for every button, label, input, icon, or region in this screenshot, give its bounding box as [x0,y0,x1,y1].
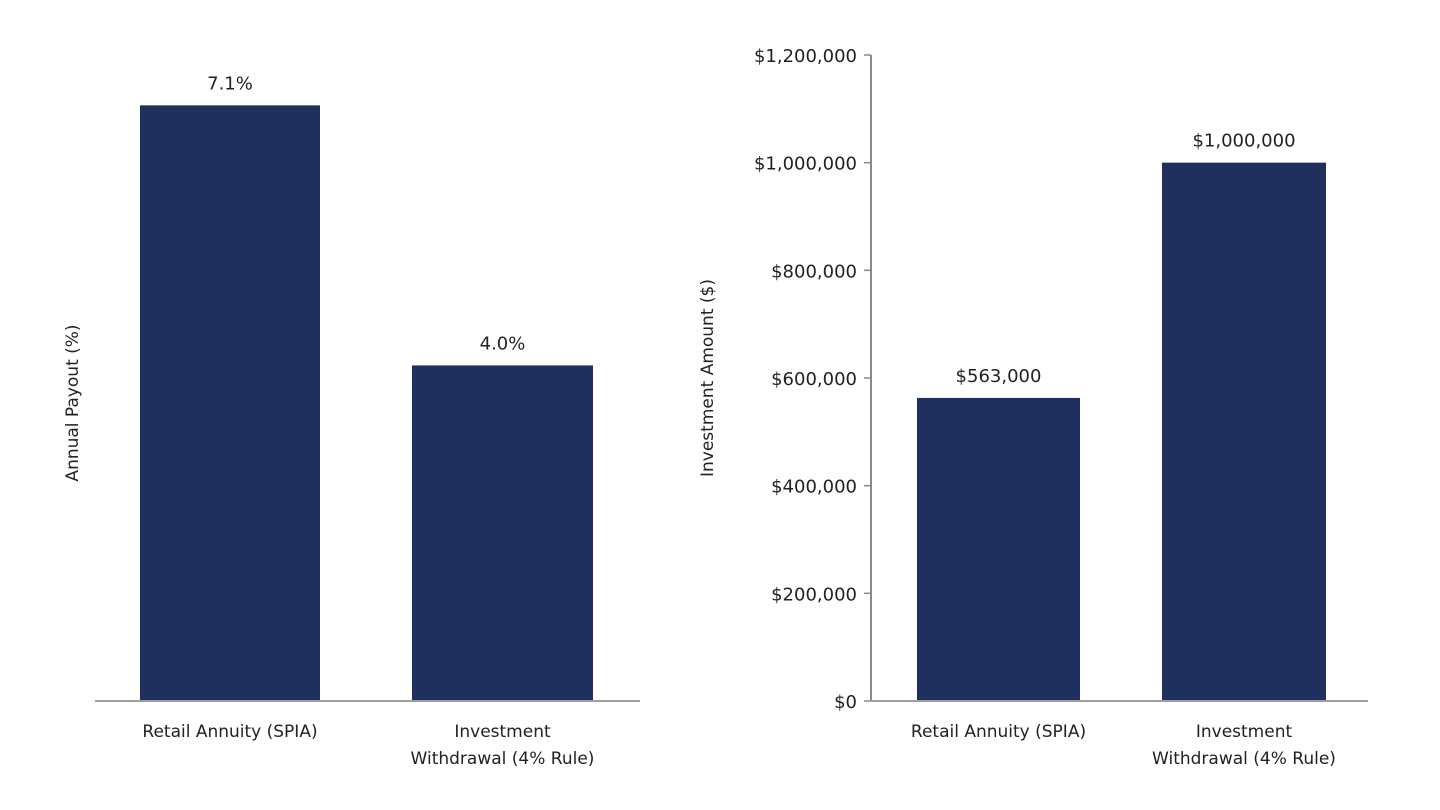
y-tick-label: $1,200,000 [754,46,857,67]
y-tick-label: $1,000,000 [754,154,857,175]
y-tick-label: $400,000 [771,477,857,498]
x-tick-label: Retail Annuity (SPIA) [142,722,317,742]
y-tick-label: $0 [834,692,857,713]
y-tick-label: $600,000 [771,369,857,390]
y-tick-label: $200,000 [771,584,857,605]
bar [140,105,320,702]
data-label: $563,000 [956,366,1042,387]
bar [1162,162,1326,701]
x-tick-label: Investment [1196,722,1293,742]
x-tick-label: Investment [454,722,551,742]
bar [412,365,593,701]
x-tick-label: Withdrawal (4% Rule) [411,749,595,769]
y-axis-label: Annual Payout (%) [63,324,83,481]
bar [917,397,1080,701]
data-label: $1,000,000 [1192,131,1295,152]
y-axis-label: Investment Amount ($) [698,279,718,477]
y-tick-label: $800,000 [771,261,857,282]
data-label: 4.0% [480,333,526,354]
data-label: 7.1% [207,73,253,94]
x-tick-label: Retail Annuity (SPIA) [911,722,1086,742]
x-tick-label: Withdrawal (4% Rule) [1152,749,1336,769]
